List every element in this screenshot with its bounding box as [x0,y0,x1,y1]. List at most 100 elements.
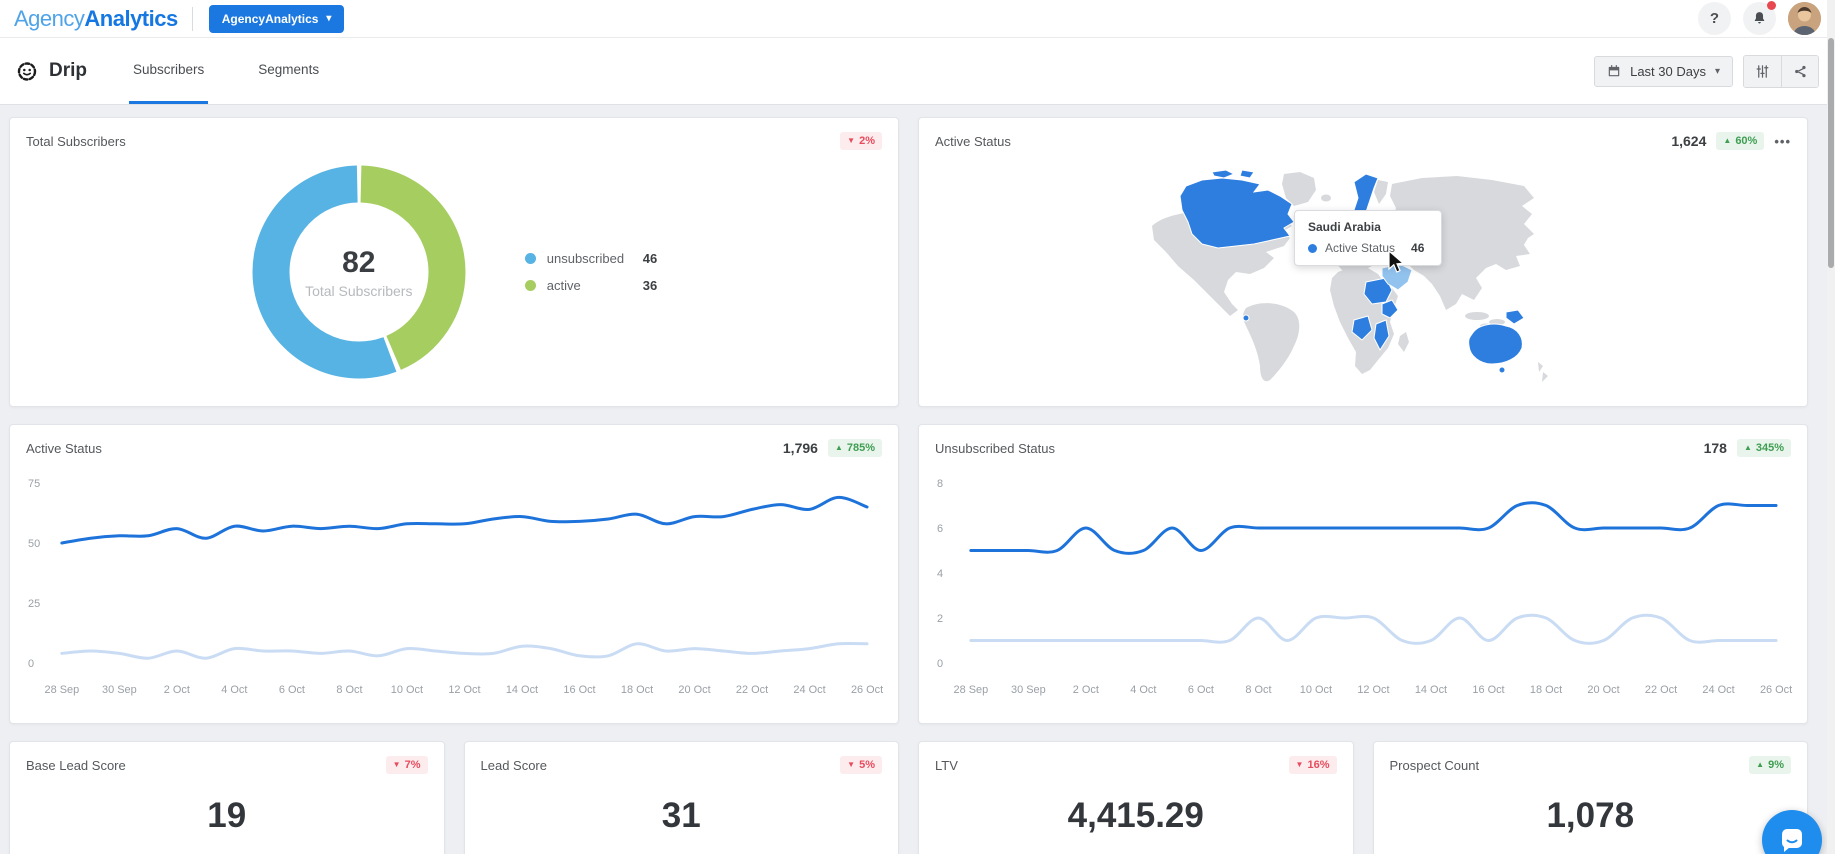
user-avatar[interactable] [1788,2,1821,35]
y-axis-label: 50 [28,538,40,550]
map-uganda [1381,299,1399,319]
card-title: Base Lead Score [26,757,126,773]
line-chart[interactable]: 8 6 4 2 0 28 Sep 30 Sep 2 Oct 4 Oct 6 Oct 8 Oct 10 … [935,465,1792,709]
chat-launcher-button[interactable] [1762,810,1822,854]
date-range-button[interactable]: Last 30 Days ▾ [1594,55,1733,87]
change-badge: ▲ 9% [1749,756,1791,774]
line-chart[interactable]: 75 50 25 0 28 Sep 30 Sep 2 Oct 4 Oct 6 Oct 8 Oct 1… [26,465,883,709]
account-switcher-label: AgencyAnalytics [221,11,319,26]
map-papua-new-guinea [1505,309,1525,325]
x-axis-label: 18 Oct [1530,684,1562,696]
world-map-chart[interactable]: Saudi Arabia Active Status 46 [1142,166,1584,400]
map-new-zealand [1538,362,1548,382]
legend-label: unsubscribed [546,251,625,266]
toolbar-button-group [1743,54,1819,88]
avatar-image [1788,2,1821,35]
x-axis-label: 24 Oct [1702,684,1734,696]
y-axis-label: 0 [28,658,34,670]
series-line-current [60,495,869,545]
y-axis-label: 0 [937,658,943,670]
x-axis-label: 2 Oct [164,684,190,696]
card-title: Active Status [935,133,1011,149]
x-axis-label: 22 Oct [1645,684,1677,696]
y-axis-label: 6 [937,523,943,535]
stat-card-row: Base Lead Score ▼ 7% 19 Lead Score ▼ 5% 31 LTV ▼ 1… [9,741,1808,854]
card-total-value: 178 [1703,440,1727,456]
notifications-button[interactable] [1743,1,1776,35]
tab-subscribers[interactable]: Subscribers [129,38,209,104]
chevron-down-icon: ▾ [1714,65,1720,77]
x-axis-label: 12 Oct [448,684,480,696]
scrollbar-thumb[interactable] [1828,38,1834,268]
bell-icon [1754,12,1765,24]
map-finland [1374,180,1388,204]
share-icon [1794,65,1806,77]
series-color-dot [1308,243,1317,253]
logo-part-dark: Analytics [84,5,178,31]
map-indonesia-2 [1489,319,1505,325]
campaign-nav: Drip Subscribers Segments Last 30 Days ▾ [0,38,1835,105]
x-axis-label: 26 Oct [1760,684,1792,696]
change-badge: ▲ 345% [1736,439,1791,457]
legend-item-unsubscribed[interactable]: unsubscribed 46 [524,251,657,266]
map-tooltip: Saudi Arabia Active Status 46 [1294,210,1442,266]
help-icon: ? [1709,10,1720,27]
x-axis-label: 14 Oct [1415,684,1447,696]
legend-label: active [546,278,581,293]
donut-chart[interactable]: 82 Total Subscribers [251,164,467,380]
arrow-down-icon: ▼ [392,760,401,769]
x-axis-label: 26 Oct [851,684,883,696]
change-badge: ▼ 5% [840,756,882,774]
stat-value: 31 [661,796,701,835]
map-indonesia [1465,312,1489,320]
stat-value: 19 [207,796,247,835]
y-axis-label: 4 [937,568,943,580]
legend-item-active[interactable]: active 36 [524,278,657,293]
filter-button[interactable] [1744,55,1781,87]
sliders-icon [1756,64,1769,78]
tooltip-country: Saudi Arabia [1308,220,1381,234]
chat-bubble-icon [1782,829,1802,852]
x-axis-label: 30 Sep [102,684,137,696]
arrow-down-icon: ▼ [847,760,856,769]
tab-segments[interactable]: Segments [258,62,320,77]
series-line-previous [969,613,1778,645]
arrow-up-icon: ▲ [1723,136,1732,145]
map-asia [1390,176,1534,310]
account-switcher-button[interactable]: AgencyAnalytics ▾ [208,4,345,33]
arrow-up-icon: ▲ [1743,443,1752,452]
page-scrollbar[interactable] [1827,0,1835,854]
x-axis-label: 30 Sep [1011,684,1046,696]
card-title: Unsubscribed Status [935,440,1055,456]
x-axis-label: 18 Oct [621,684,653,696]
arrow-down-icon: ▼ [847,136,856,145]
header-divider [191,6,193,31]
map-angola [1351,315,1373,341]
x-axis-label: 10 Oct [1300,684,1332,696]
share-button[interactable] [1781,55,1818,87]
card-unsubscribed-status-trend: Unsubscribed Status 178 ▲ 345% 8 6 4 2 0 28 Se… [918,424,1808,724]
x-axis-label: 28 Sep [953,684,988,696]
mouse-cursor [1388,250,1405,273]
x-axis-label: 6 Oct [1188,684,1214,696]
change-badge: ▼ 16% [1288,756,1337,774]
map-canada-islands [1211,169,1255,179]
notification-badge [1767,1,1776,10]
map-japan [1514,230,1528,248]
map-greenland [1282,172,1316,206]
x-axis-label: 12 Oct [1357,684,1389,696]
legend-color-dot [524,253,536,264]
campaign-title: Drip [49,60,87,81]
x-axis-label: 22 Oct [736,684,768,696]
x-axis-label: 16 Oct [1472,684,1504,696]
series-line-previous [60,641,869,660]
card-menu-button[interactable]: ••• [1774,133,1791,149]
map-mozambique [1373,319,1390,352]
app-logo[interactable]: AgencyAnalytics [14,6,178,32]
arrow-down-icon: ▼ [1295,760,1304,769]
x-axis-label: 4 Oct [1130,684,1156,696]
logo-part-light: Agency [14,5,85,31]
stat-card-base-lead-score: Base Lead Score ▼ 7% 19 [9,741,445,854]
help-button[interactable]: ? [1698,2,1731,35]
